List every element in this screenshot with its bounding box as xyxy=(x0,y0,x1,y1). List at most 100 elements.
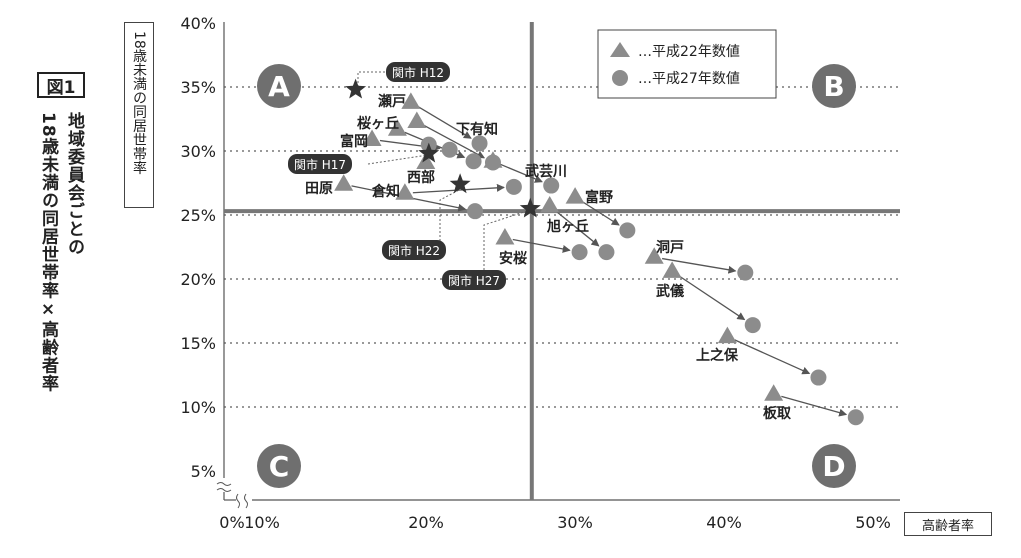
quadrant-badge xyxy=(812,64,856,108)
district-label: 武芸川 xyxy=(525,163,567,180)
h27-marker xyxy=(571,244,588,261)
change-arrow xyxy=(423,124,486,159)
city-star-marker xyxy=(449,173,471,194)
h22-marker xyxy=(483,151,503,168)
change-arrow xyxy=(678,275,746,321)
h22-marker xyxy=(495,228,515,245)
quadrant-label: D xyxy=(822,450,845,483)
city-leader-line xyxy=(367,154,429,165)
y-tick-label: 10% xyxy=(180,398,216,417)
h22-marker xyxy=(362,129,382,146)
y-tick-label: 30% xyxy=(180,142,216,161)
figure-title-line1: 地域委員会ごとの xyxy=(64,112,84,256)
h27-marker xyxy=(598,244,615,261)
h22-marker xyxy=(407,111,427,129)
x-tick-label: 40% xyxy=(706,513,742,532)
x-tick-label: 50% xyxy=(855,513,891,532)
city-star-marker xyxy=(519,197,541,218)
h22-marker xyxy=(416,152,436,170)
district-label: 旭ヶ丘 xyxy=(546,218,589,235)
legend-triangle-icon xyxy=(610,42,630,57)
change-arrow xyxy=(734,339,811,375)
h22-marker xyxy=(662,261,682,278)
district-label: 下有知 xyxy=(456,121,498,138)
change-arrow xyxy=(662,257,737,274)
change-arrow xyxy=(581,200,620,226)
city-leader-line xyxy=(439,189,460,245)
city-tag-label: 関市 H17 xyxy=(294,157,346,172)
quadrant-label: A xyxy=(268,70,290,103)
quadrant-label: C xyxy=(269,450,290,483)
h27-marker xyxy=(465,153,482,170)
h22-marker xyxy=(401,92,421,109)
h27-marker xyxy=(543,177,560,194)
legend-box xyxy=(597,29,777,99)
y-tick-label: 20% xyxy=(180,270,216,289)
legend-circle-icon xyxy=(612,70,628,86)
city-leader-line xyxy=(483,209,531,270)
change-arrow xyxy=(781,395,848,417)
h27-marker xyxy=(441,141,458,158)
x-tick-label: 30% xyxy=(557,513,593,532)
city-tag-label: 関市 H27 xyxy=(448,273,500,288)
quadrant-label: B xyxy=(823,70,844,103)
h22-marker xyxy=(387,119,407,136)
y-axis-break-mark xyxy=(216,482,232,492)
district-label: 富野 xyxy=(585,189,613,206)
h27-marker xyxy=(744,317,761,334)
city-star-marker xyxy=(345,78,367,99)
change-arrow xyxy=(512,238,571,253)
city-star-marker xyxy=(418,142,440,163)
district-label: 田原 xyxy=(305,181,333,197)
h27-marker xyxy=(467,203,484,220)
figure-number: 図1 xyxy=(37,72,85,98)
legend-h22-label: …平成22年数値 xyxy=(638,44,740,60)
quadrant-badge xyxy=(257,64,301,108)
city-tag-bg xyxy=(386,62,450,82)
h22-marker xyxy=(540,196,560,213)
district-label: 武儀 xyxy=(656,283,684,300)
district-label: 富岡 xyxy=(340,133,368,150)
district-label: 桜ヶ丘 xyxy=(357,115,399,132)
legend-h27-label: …平成27年数値 xyxy=(638,71,740,87)
x-tick-label: 10% xyxy=(244,513,280,532)
district-label: 倉知 xyxy=(371,183,400,200)
district-label: 上之保 xyxy=(696,347,739,364)
district-label: 西部 xyxy=(407,169,435,186)
h22-marker xyxy=(764,384,784,401)
h27-marker xyxy=(471,135,488,152)
h27-marker xyxy=(810,369,827,386)
city-tag-label: 関市 H12 xyxy=(392,65,444,80)
quadrant-badge xyxy=(257,444,301,488)
y-tick-label: 25% xyxy=(180,206,216,225)
city-tag-bg xyxy=(442,270,506,290)
figure-title-line2: 18歳未満の同居世帯率×高齢者率 xyxy=(38,112,58,393)
y-tick-label: 40% xyxy=(180,14,216,33)
city-tag-bg xyxy=(382,240,446,260)
h22-marker xyxy=(565,187,585,204)
h27-marker xyxy=(619,222,636,239)
x-axis-label: 高齢者率 xyxy=(904,512,992,536)
h22-marker xyxy=(334,174,354,191)
y-axis-label: 18歳未満の同居世帯率 xyxy=(124,22,154,208)
x-tick-label: 0% xyxy=(219,513,244,532)
h27-marker xyxy=(847,409,864,426)
city-leader-line xyxy=(357,71,386,91)
district-label: 瀬戸 xyxy=(378,93,406,110)
quadrant-badge xyxy=(812,444,856,488)
district-label: 洞戸 xyxy=(656,240,684,256)
change-arrow xyxy=(417,105,472,139)
x-tick-label: 20% xyxy=(408,513,444,532)
h27-marker xyxy=(505,178,522,195)
y-tick-label: 5% xyxy=(191,462,216,481)
h22-marker xyxy=(395,183,415,200)
change-arrow xyxy=(555,210,600,247)
change-arrow xyxy=(500,163,543,183)
y-tick-label: 15% xyxy=(180,334,216,353)
h27-marker xyxy=(737,264,754,281)
district-label: 安桜 xyxy=(499,250,527,267)
x-axis-break-mark xyxy=(236,493,248,509)
city-tag-label: 関市 H22 xyxy=(388,243,440,258)
